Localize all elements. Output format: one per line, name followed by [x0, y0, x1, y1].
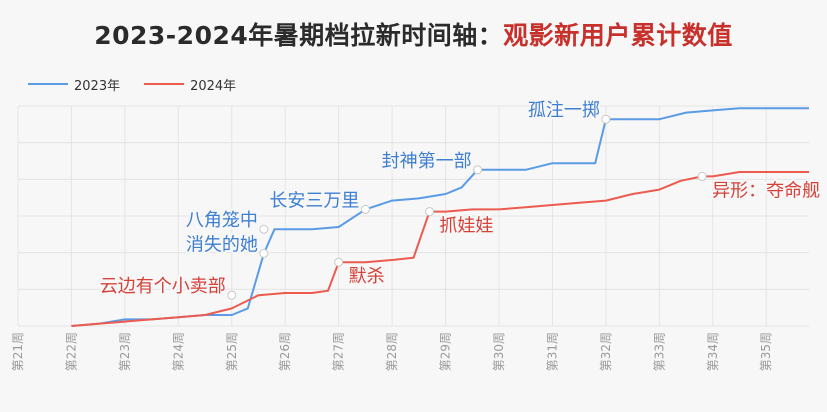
- annotation-marker: [227, 290, 237, 300]
- x-tick-label: 第23周: [118, 332, 132, 371]
- annotation-marker: [425, 207, 435, 217]
- x-tick-label: 第28周: [385, 332, 399, 371]
- annotation-marker: [697, 171, 707, 181]
- vertical-gridlines: [17, 106, 767, 326]
- x-tick-label: 第26周: [278, 332, 292, 371]
- x-tick-label: 第34周: [706, 332, 720, 371]
- annotation-label: 默杀: [349, 266, 385, 287]
- chart-title-accent: 观影新用户累计数值: [503, 21, 733, 50]
- annotation-label: 消失的她: [186, 234, 258, 255]
- series-line-2023年: [71, 107, 809, 327]
- annotation-markers: [227, 114, 707, 300]
- x-tick-label: 第32周: [599, 332, 613, 371]
- legend-swatch-2023: [28, 83, 68, 85]
- x-tick-label: 第29周: [439, 332, 453, 371]
- x-tick-label: 第21周: [11, 332, 25, 371]
- annotation-label: 八角笼中: [186, 210, 258, 231]
- x-tick-label: 第24周: [171, 332, 185, 371]
- x-axis-ticks: 第21周 第22周 第23周 第24周 第25周 第26周 第27周 第28周 第29周 第30周…: [11, 332, 773, 371]
- horizontal-gridlines: [18, 105, 809, 327]
- annotation-label: 异形：夺命舰: [712, 180, 820, 201]
- annotation-marker: [259, 224, 269, 234]
- x-tick-label: 第35周: [759, 332, 773, 371]
- annotation-label: 云边有个小卖部: [100, 276, 226, 297]
- annotation-marker: [360, 204, 370, 214]
- annotation-label: 孤注一掷: [528, 100, 600, 121]
- legend-item-2023[interactable]: 2023年: [28, 75, 120, 94]
- legend-label-2024: 2024年: [190, 78, 237, 94]
- x-tick-label: 第27周: [332, 332, 346, 371]
- chart-title-main: 2023-2024年暑期档拉新时间轴：: [94, 21, 504, 50]
- annotation-marker: [334, 257, 344, 267]
- legend-swatch-2024: [144, 83, 185, 85]
- x-tick-label: 第22周: [64, 332, 78, 371]
- x-tick-label: 第33周: [652, 332, 666, 371]
- annotation-label: 抓娃娃: [440, 216, 494, 237]
- x-tick-label: 第25周: [225, 332, 239, 371]
- annotation-label: 封神第一部: [382, 151, 472, 172]
- chart-legend: 2023年 2024年: [28, 74, 260, 94]
- x-tick-label: 第30周: [492, 332, 506, 371]
- legend-item-2024[interactable]: 2024年: [144, 75, 236, 94]
- annotation-marker: [473, 165, 483, 175]
- legend-label-2023: 2023年: [74, 78, 121, 94]
- chart-title: 2023-2024年暑期档拉新时间轴：观影新用户累计数值: [0, 16, 827, 52]
- x-tick-label: 第31周: [545, 332, 559, 371]
- annotation-label: 长安三万里: [269, 190, 359, 211]
- annotation-marker: [601, 114, 611, 124]
- annotation-marker: [259, 248, 269, 258]
